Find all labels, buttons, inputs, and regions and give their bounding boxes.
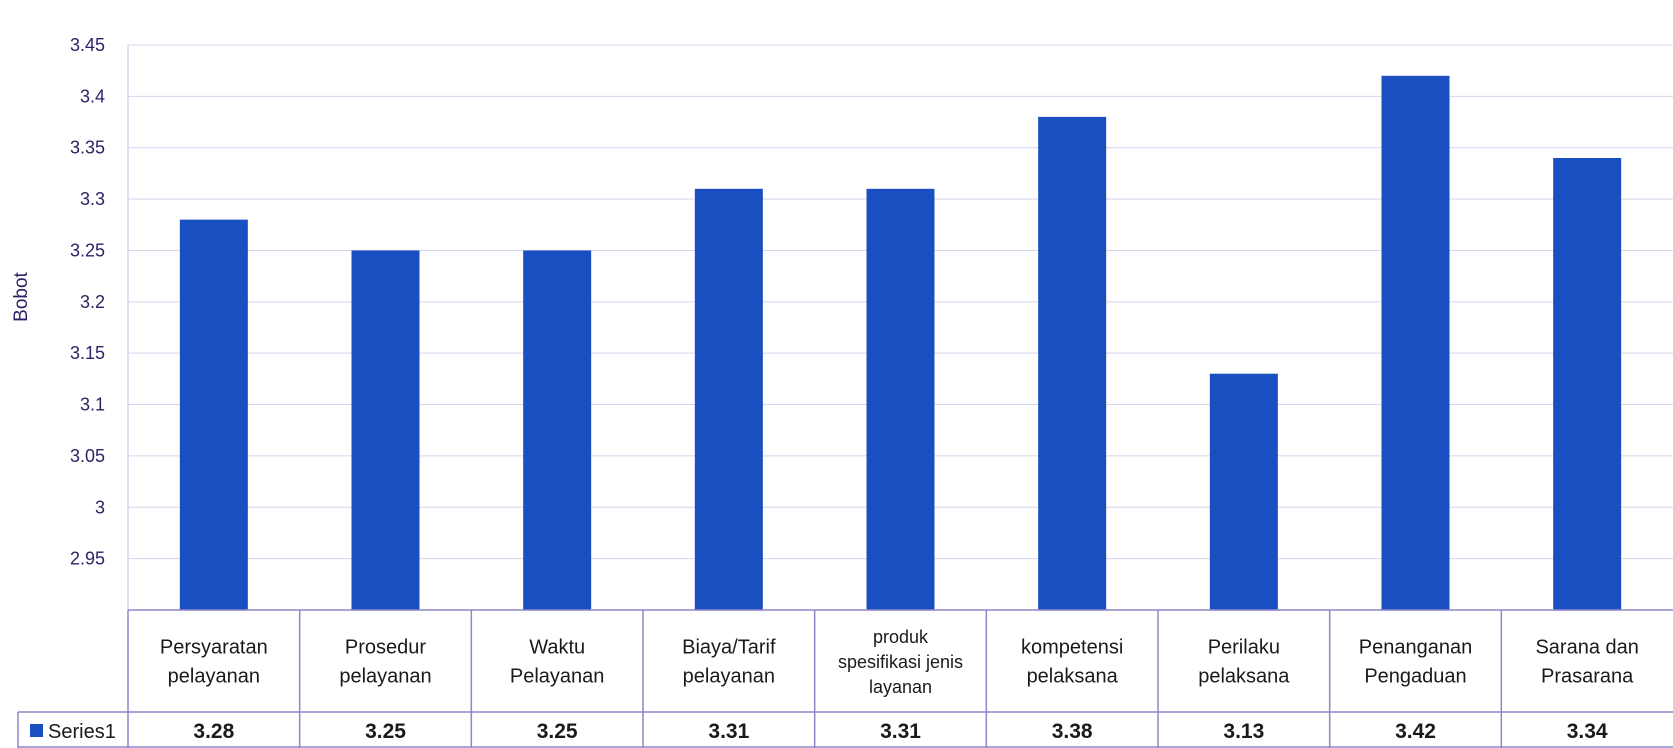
category-label: Prasarana: [1541, 666, 1634, 688]
data-label: 3.25: [365, 720, 406, 743]
category-label: Persyaratan: [160, 637, 268, 659]
y-tick-label: 3.05: [70, 446, 105, 466]
y-axis-label: Bobot: [11, 271, 32, 321]
category-label: pelayanan: [683, 666, 775, 688]
data-table: Persyaratan pelayanan Prosedur pelayanan Wak…: [17, 609, 1673, 748]
bar: [179, 219, 248, 611]
y-tick-label: 3.35: [70, 138, 105, 158]
bar: [1553, 158, 1622, 610]
y-tick-label: 3.4: [80, 86, 105, 106]
category-label: Pengaduan: [1364, 666, 1466, 688]
bar: [694, 188, 763, 610]
bar: [523, 250, 592, 611]
data-label: 3.25: [537, 720, 578, 743]
legend-swatch: [30, 724, 43, 737]
bar: [1038, 116, 1107, 610]
category-label: pelaksana: [1027, 666, 1119, 688]
category-label: kompetensi: [1021, 637, 1123, 659]
y-tick-label: 3.25: [70, 240, 105, 260]
y-tick-label: 3.2: [80, 292, 105, 312]
data-label: 3.38: [1052, 720, 1093, 743]
category-label: Prosedur: [345, 637, 426, 659]
category-label: layanan: [869, 677, 932, 697]
bar: [351, 250, 420, 611]
data-label: 3.13: [1223, 720, 1264, 743]
bars: [179, 75, 1622, 611]
category-label: Biaya/Tarif: [682, 637, 776, 659]
y-tick-label: 3: [95, 497, 105, 517]
category-label: pelaksana: [1198, 666, 1290, 688]
data-label: 3.28: [193, 720, 234, 743]
category-label: Perilaku: [1208, 637, 1280, 659]
y-tick-label: 3.45: [70, 35, 105, 55]
category-label: Waktu: [529, 637, 585, 659]
category-label: spesifikasi jenis: [838, 652, 963, 672]
bar: [866, 188, 935, 610]
category-label: produk: [873, 627, 929, 647]
y-tick-label: 3.3: [80, 189, 105, 209]
data-label: 3.31: [880, 720, 921, 743]
category-label: Sarana dan: [1535, 637, 1638, 659]
data-label: 3.42: [1395, 720, 1436, 743]
y-tick-label: 3.1: [80, 395, 105, 415]
y-axis-ticks: 2.95 3 3.05 3.1 3.15 3.2 3.25 3.3 3.35 3.4 3.45: [70, 35, 105, 569]
y-tick-label: 3.15: [70, 343, 105, 363]
category-label: pelayanan: [168, 666, 260, 688]
bar: [1209, 373, 1278, 610]
category-label: Pelayanan: [510, 666, 605, 688]
y-tick-label: 2.95: [70, 549, 105, 569]
category-label: pelayanan: [339, 666, 431, 688]
category-label: Penanganan: [1359, 637, 1472, 659]
legend-label: Series1: [48, 721, 116, 743]
data-label: 3.34: [1567, 720, 1608, 743]
bar: [1381, 75, 1450, 611]
data-label: 3.31: [708, 720, 749, 743]
